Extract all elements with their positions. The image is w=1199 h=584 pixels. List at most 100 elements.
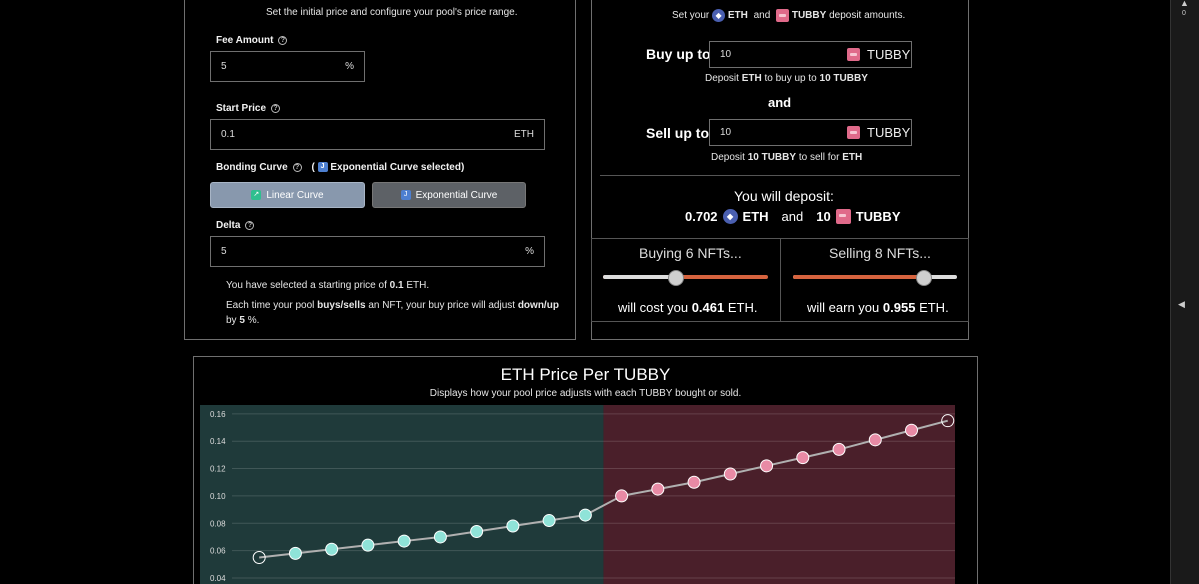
set-tubby: TUBBY	[791, 10, 827, 22]
sell-amount-value: 10	[720, 127, 732, 138]
buy-up-to-label: Buy up to	[646, 46, 711, 62]
buy-region	[200, 405, 604, 584]
selling-title: Selling 8 NFTs...	[829, 245, 931, 261]
summary-line-1: You have selected a starting price of 0.…	[226, 280, 429, 291]
tubby-icon	[776, 9, 790, 22]
data-point	[941, 414, 955, 428]
data-point	[397, 534, 411, 548]
scrollbar-gutter	[1170, 0, 1199, 584]
y-tick-label: 0.08	[210, 519, 226, 528]
bonding-curve-label: Bonding Curve? ( J Exponential Curve sel…	[216, 162, 464, 173]
scroll-top-label: 0	[1182, 10, 1186, 17]
deposit-summary: 0.702 ◆ ETH and 10 TUBBY	[685, 209, 901, 224]
buy-token: TUBBY	[867, 47, 911, 62]
y-tick-label: 0.04	[210, 574, 226, 583]
fee-help-icon[interactable]: ?	[278, 35, 288, 45]
buying-title: Buying 6 NFTs...	[639, 245, 742, 261]
sell-slider-knob[interactable]	[916, 270, 933, 286]
buy-slider-knob[interactable]	[667, 270, 684, 286]
exponential-curve-button[interactable]: J Exponential Curve	[372, 182, 526, 208]
data-point	[433, 530, 447, 544]
buy-note: Deposit ETH to buy up to 10 TUBBY	[705, 73, 868, 84]
y-tick-label: 0.10	[210, 492, 226, 501]
selling-earn: will earn you 0.955 ETH.	[807, 300, 949, 315]
buying-cost: will cost you 0.461 ETH.	[618, 300, 758, 315]
sell-slider-track[interactable]	[793, 275, 957, 279]
data-point	[651, 482, 665, 496]
delta-label: Delta?	[216, 220, 255, 231]
selling-earn-unit: ETH.	[919, 300, 949, 315]
start-price-unit: ETH	[514, 129, 534, 140]
selling-box	[780, 238, 969, 322]
sell-amount-input[interactable]: 10 TUBBY	[709, 119, 912, 146]
summary-l1-pre: You have selected a starting price of	[226, 280, 387, 291]
fee-value: 5	[221, 61, 227, 72]
eth-icon: ◆	[712, 9, 726, 22]
data-point	[723, 467, 737, 481]
sell-note: Deposit 10 TUBBY to sell for ETH	[711, 152, 862, 163]
summary-l2-bold-1: buys/sells	[317, 300, 366, 311]
data-point	[470, 524, 484, 538]
collapse-arrow-icon[interactable]: ◀	[1178, 299, 1185, 309]
delta-unit: %	[525, 246, 534, 257]
summary-line-2: Each time your pool buys/sells an NFT, y…	[226, 300, 559, 311]
start-price-label-text: Start Price	[216, 103, 267, 114]
fee-unit: %	[345, 61, 354, 72]
curve-selected-prefix: (	[311, 162, 315, 173]
buy-tubby-icon	[847, 48, 860, 61]
sell-up-to-label: Sell up to	[646, 125, 709, 141]
linear-curve-icon: ↗	[251, 190, 262, 200]
fee-label-text: Fee Amount	[216, 35, 274, 46]
sell-note-pre: Deposit	[711, 152, 745, 163]
data-point	[615, 489, 629, 503]
linear-curve-label: Linear Curve	[266, 189, 324, 201]
data-point	[760, 459, 774, 473]
fee-input[interactable]: 5 %	[210, 51, 365, 82]
sell-token: TUBBY	[867, 125, 911, 140]
start-price-help-icon[interactable]: ?	[271, 103, 281, 113]
deposit-title: You will deposit:	[734, 188, 834, 204]
y-tick-label: 0.16	[210, 410, 226, 419]
start-price-input[interactable]: 0.1 ETH	[210, 119, 545, 150]
start-price-label: Start Price?	[216, 103, 281, 114]
divider	[600, 175, 960, 176]
delta-help-icon[interactable]: ?	[245, 220, 255, 230]
bonding-curve-help-icon[interactable]: ?	[292, 162, 302, 172]
data-point	[868, 433, 882, 447]
data-point	[506, 519, 520, 533]
delta-label-text: Delta	[216, 220, 241, 231]
deposit-and: and	[781, 209, 804, 224]
data-point	[252, 550, 266, 564]
set-pre: Set your	[672, 10, 710, 22]
buy-amount-input[interactable]: 10 TUBBY	[709, 41, 912, 68]
linear-curve-button[interactable]: ↗ Linear Curve	[210, 182, 365, 208]
deposit-eth-amount: 0.702	[685, 209, 718, 224]
exponential-curve-button-icon: J	[400, 190, 411, 200]
summary-l2-mid: an NFT, your buy price will adjust	[368, 300, 516, 311]
exponential-curve-label: Exponential Curve	[415, 189, 498, 201]
buying-cost-unit: ETH.	[727, 300, 758, 315]
sell-note-mid: to sell for	[798, 152, 840, 163]
deposit-eth: ETH	[742, 209, 769, 224]
buy-note-qty: 10 TUBBY	[819, 73, 868, 84]
data-point	[542, 514, 556, 528]
data-point	[796, 451, 810, 465]
data-point	[905, 423, 919, 437]
deposit-tubby-icon	[835, 209, 851, 224]
deposit-eth-icon: ◆	[722, 209, 738, 224]
deposit-tubby-amount: 10	[816, 209, 831, 224]
sell-note-eth: ETH	[842, 152, 863, 163]
and-separator: and	[768, 95, 792, 110]
delta-input[interactable]: 5 %	[210, 236, 545, 267]
scroll-top-icon[interactable]: ▲	[1180, 0, 1189, 8]
buying-cost-amount: 0.461	[691, 300, 725, 315]
summary-l3-pre: by	[226, 315, 237, 326]
data-point	[325, 542, 339, 556]
sell-slider-fill	[793, 275, 925, 279]
bonding-curve-label-text: Bonding Curve	[216, 162, 288, 173]
pool-config-subtitle: Set the initial price and configure your…	[266, 7, 518, 18]
price-chart: 0.16 0.14 0.12 0.10 0.08 0.06 0.04	[200, 405, 955, 584]
buy-note-mid: to buy up to	[764, 73, 817, 84]
y-tick-label: 0.14	[210, 437, 226, 446]
buy-slider-track[interactable]	[603, 275, 768, 279]
